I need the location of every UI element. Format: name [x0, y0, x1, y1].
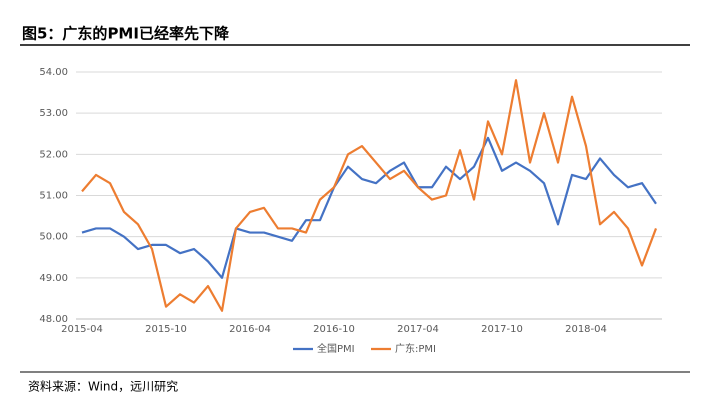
y-tick-label: 48.00	[39, 314, 68, 325]
y-tick-label: 50.00	[39, 232, 68, 243]
legend-label: 全国PMI	[317, 342, 355, 355]
x-tick-label: 2016-10	[313, 324, 355, 335]
x-tick-label: 2015-10	[145, 324, 187, 335]
x-tick-label: 2016-04	[229, 324, 271, 335]
y-tick-label: 54.00	[39, 67, 68, 78]
series-line	[81, 136, 657, 279]
chart-title: 图5：广东的PMI已经率先下降	[22, 25, 230, 43]
y-tick-label: 49.00	[39, 273, 68, 284]
x-tick-label: 2018-04	[565, 324, 607, 335]
x-tick-label: 2017-10	[481, 324, 523, 335]
source: 资料来源：Wind，远川研究	[28, 379, 178, 394]
y-tick-label: 52.00	[39, 149, 68, 160]
x-tick-label: 2017-04	[397, 324, 439, 335]
y-tick-label: 51.00	[39, 191, 68, 202]
y-tick-label: 53.00	[39, 108, 68, 119]
series-line	[81, 79, 658, 312]
x-tick-label: 2015-04	[61, 324, 103, 335]
legend-label: 广东:PMI	[395, 342, 436, 355]
